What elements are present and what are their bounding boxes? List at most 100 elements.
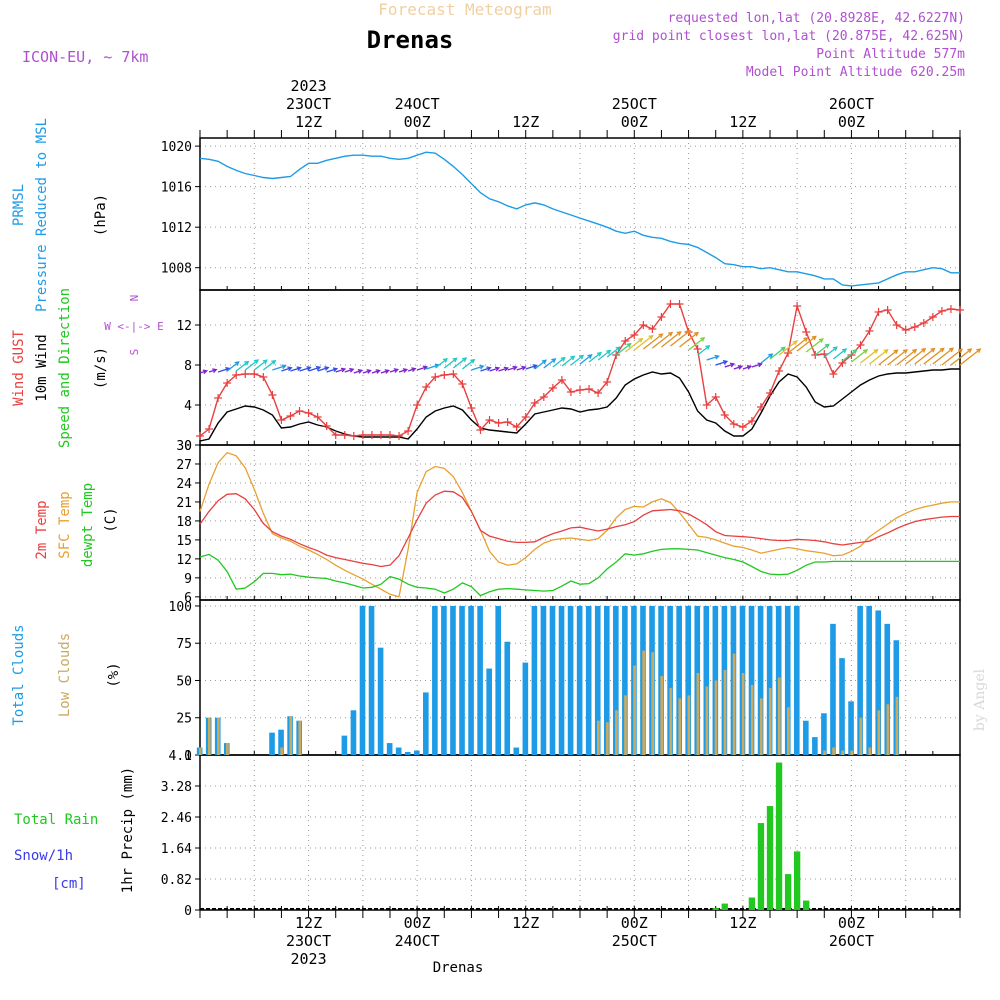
top-time-axis-label: 00Z bbox=[404, 113, 431, 131]
gust-point bbox=[259, 373, 268, 381]
wind-arrowhead bbox=[452, 357, 458, 363]
wind-arrow bbox=[308, 366, 321, 372]
bottom-time-axis-label: 12Z bbox=[729, 914, 756, 932]
gust-point bbox=[322, 422, 331, 430]
gust-point bbox=[331, 431, 340, 439]
cloud-bars bbox=[196, 605, 900, 755]
temp-ytick-label: 12 bbox=[176, 553, 192, 568]
wind-arrowhead bbox=[685, 329, 692, 335]
top-time-axis-label: 00Z bbox=[838, 113, 865, 131]
cloud-unit: (%) bbox=[106, 662, 122, 687]
gust-point bbox=[910, 323, 919, 331]
gust-point bbox=[946, 305, 955, 313]
total-cloud-bar bbox=[766, 605, 773, 755]
gust-point bbox=[386, 431, 394, 439]
wind-arrowhead bbox=[494, 366, 501, 372]
wind-arrow bbox=[471, 365, 484, 371]
wind-arrowhead bbox=[818, 338, 824, 343]
total-cloud-bar bbox=[703, 605, 710, 755]
gust-point bbox=[395, 432, 404, 440]
gust-point bbox=[756, 403, 765, 411]
wind-arrow bbox=[661, 331, 682, 348]
total-cloud-bar bbox=[685, 605, 692, 755]
wind-arrowhead bbox=[832, 346, 838, 352]
wind-arrow bbox=[905, 348, 926, 365]
wind-arrowhead bbox=[862, 348, 869, 354]
rain-bar bbox=[803, 900, 810, 910]
gust-point bbox=[847, 351, 856, 359]
wind-arrowhead bbox=[324, 366, 330, 371]
point-altitude: Point Altitude 577m bbox=[816, 47, 965, 62]
rain-bar bbox=[748, 897, 756, 910]
wind-label-2: 10m Wind bbox=[34, 334, 50, 401]
wind-arrow bbox=[480, 367, 491, 372]
wind-arrowhead bbox=[521, 365, 527, 371]
wind-arrow bbox=[534, 359, 547, 370]
gust-point bbox=[621, 337, 630, 345]
bottom-time-axis-label: 24OCT bbox=[395, 932, 440, 950]
cloud-label-1: Total Clouds bbox=[11, 624, 27, 725]
wind-ytick-label: 4 bbox=[184, 399, 192, 414]
gust-point bbox=[901, 326, 910, 334]
rain-bar bbox=[784, 874, 792, 910]
top-time-axis-label: 24OCT bbox=[395, 95, 440, 113]
wind-arrow bbox=[715, 360, 728, 366]
wind-arrow bbox=[624, 338, 643, 353]
wind-arrowhead bbox=[570, 355, 576, 361]
gust-point bbox=[729, 420, 738, 428]
gust-point bbox=[349, 432, 358, 440]
wind-arrow bbox=[869, 349, 888, 365]
compass-we: W <-|-> E bbox=[104, 320, 164, 333]
pressure-labels: PRMSL Pressure Reduced to MSL (hPa) bbox=[11, 118, 109, 312]
wind-arrow bbox=[805, 338, 824, 353]
rain-bar bbox=[793, 851, 801, 910]
product-title: Forecast Meteogram bbox=[378, 0, 551, 19]
wind-arrowhead bbox=[357, 369, 364, 374]
temp-panel: 6 9 12 15 18 21 24 27 30 bbox=[176, 439, 961, 606]
total-cloud-bar bbox=[884, 623, 891, 755]
clouds-ytick-label: 25 bbox=[176, 712, 192, 727]
wind-arrowhead bbox=[287, 366, 293, 372]
precip-label-1: Total Rain bbox=[14, 812, 98, 828]
gust-point bbox=[548, 384, 557, 392]
total-cloud-bar bbox=[341, 735, 348, 755]
total-cloud-bar bbox=[278, 729, 284, 755]
wind-arrowhead bbox=[803, 337, 809, 342]
wind-ytick-label: 8 bbox=[184, 359, 192, 374]
rain-bar bbox=[775, 762, 783, 910]
wind-label-3: Speed and Direction bbox=[57, 288, 73, 448]
gust-point bbox=[277, 416, 286, 424]
total-cloud-bar bbox=[613, 605, 619, 755]
wind-arrow bbox=[950, 348, 972, 366]
wind-frame bbox=[199, 289, 961, 446]
wind-ytick-label: 0 bbox=[184, 439, 192, 454]
low-cloud-bar bbox=[687, 695, 691, 755]
footer-station: Drenas bbox=[433, 960, 484, 976]
wind-arrow bbox=[796, 335, 817, 352]
gust-point bbox=[376, 431, 385, 439]
bottom-time-axis-label: 25OCT bbox=[612, 932, 657, 950]
gust-point bbox=[503, 418, 512, 426]
gust-point bbox=[295, 407, 304, 415]
wind-arrow bbox=[416, 366, 428, 371]
wind-arrowhead bbox=[729, 362, 736, 368]
gust-point bbox=[711, 393, 720, 401]
temp-label-2: SFC Temp bbox=[57, 491, 73, 558]
wind-arrowhead bbox=[596, 351, 603, 357]
gust-point bbox=[205, 425, 214, 433]
requested-coords: requested lon,lat (20.8928E, 42.6227N) bbox=[668, 11, 965, 26]
wind-arrow bbox=[651, 332, 673, 349]
clouds-ytick-label: 100 bbox=[169, 600, 192, 615]
total-cloud-bar bbox=[830, 623, 836, 755]
wind-arrow bbox=[941, 348, 963, 366]
total-cloud-bar bbox=[413, 750, 420, 755]
wind-arrowhead bbox=[976, 348, 982, 354]
gust-point bbox=[286, 412, 295, 420]
wind-arrowhead bbox=[957, 348, 964, 354]
wind-arrowhead bbox=[693, 331, 700, 337]
wind-arrowhead bbox=[873, 348, 879, 354]
wind-arrowhead bbox=[560, 356, 566, 362]
precip-bars bbox=[200, 762, 960, 910]
wind-arrowhead bbox=[615, 346, 621, 352]
wind-arrowhead bbox=[676, 331, 682, 336]
